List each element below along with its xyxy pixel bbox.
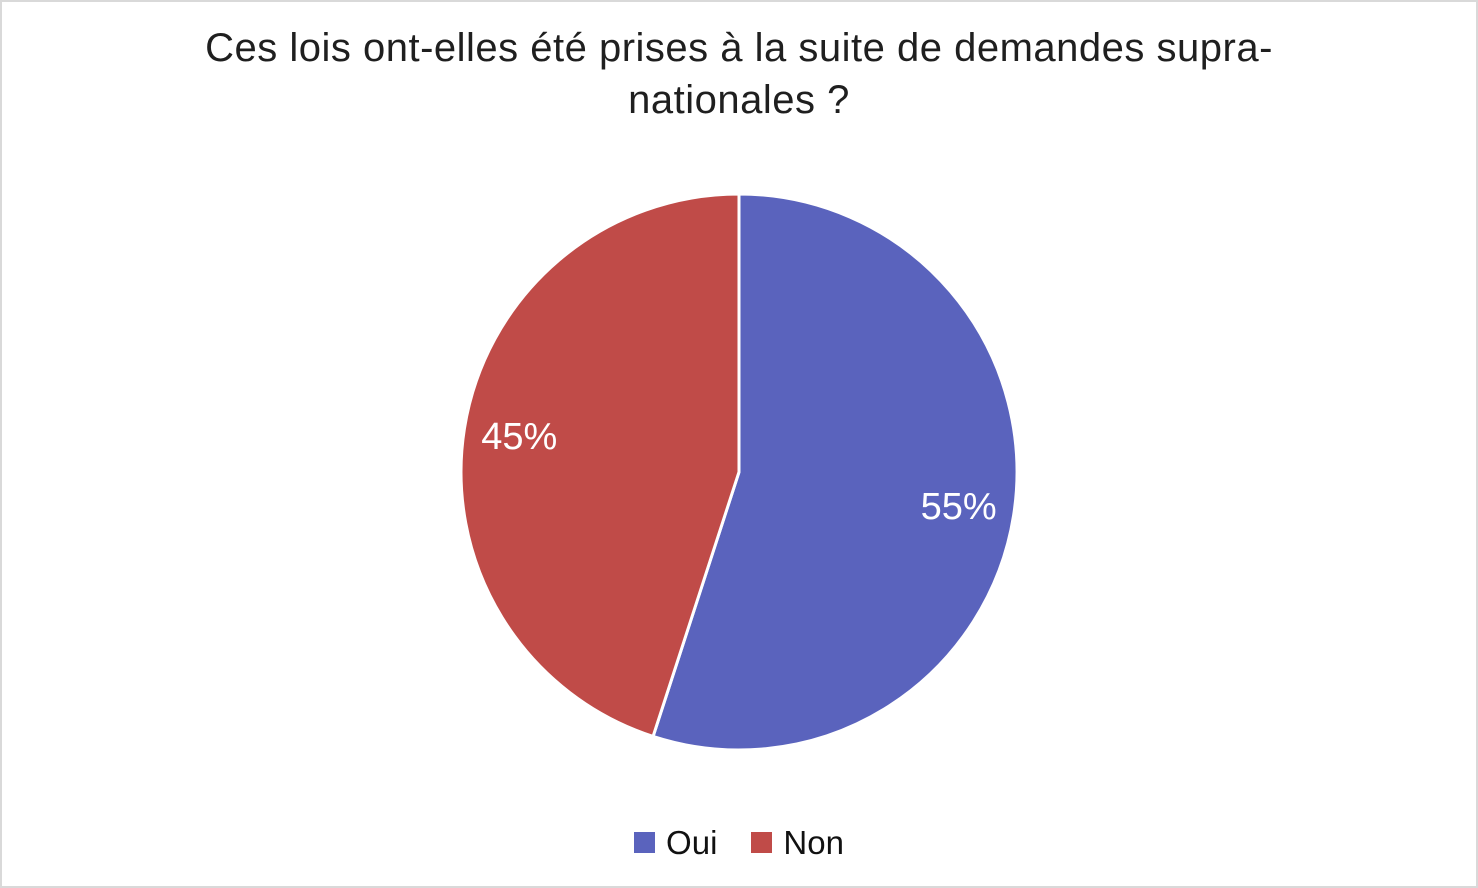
pie-plot-area: 55% 45% [439, 172, 1039, 772]
legend-item-non[interactable]: Non [751, 826, 844, 859]
pie-chart[interactable]: 55% 45% [439, 172, 1039, 772]
data-label-non: 45% [481, 416, 557, 458]
pie-slice-oui[interactable] [651, 192, 1019, 752]
legend-swatch-oui [634, 832, 656, 853]
legend-item-oui[interactable]: Oui [634, 826, 717, 859]
legend-label-oui: Oui [666, 824, 718, 861]
data-label-oui: 55% [921, 486, 997, 528]
pie-slice-non[interactable] [459, 192, 741, 738]
legend-swatch-non [751, 832, 773, 853]
legend: Oui Non [2, 826, 1476, 859]
legend-label-non: Non [783, 824, 844, 861]
chart-title: Ces lois ont-elles été prises à la suite… [205, 26, 1273, 122]
